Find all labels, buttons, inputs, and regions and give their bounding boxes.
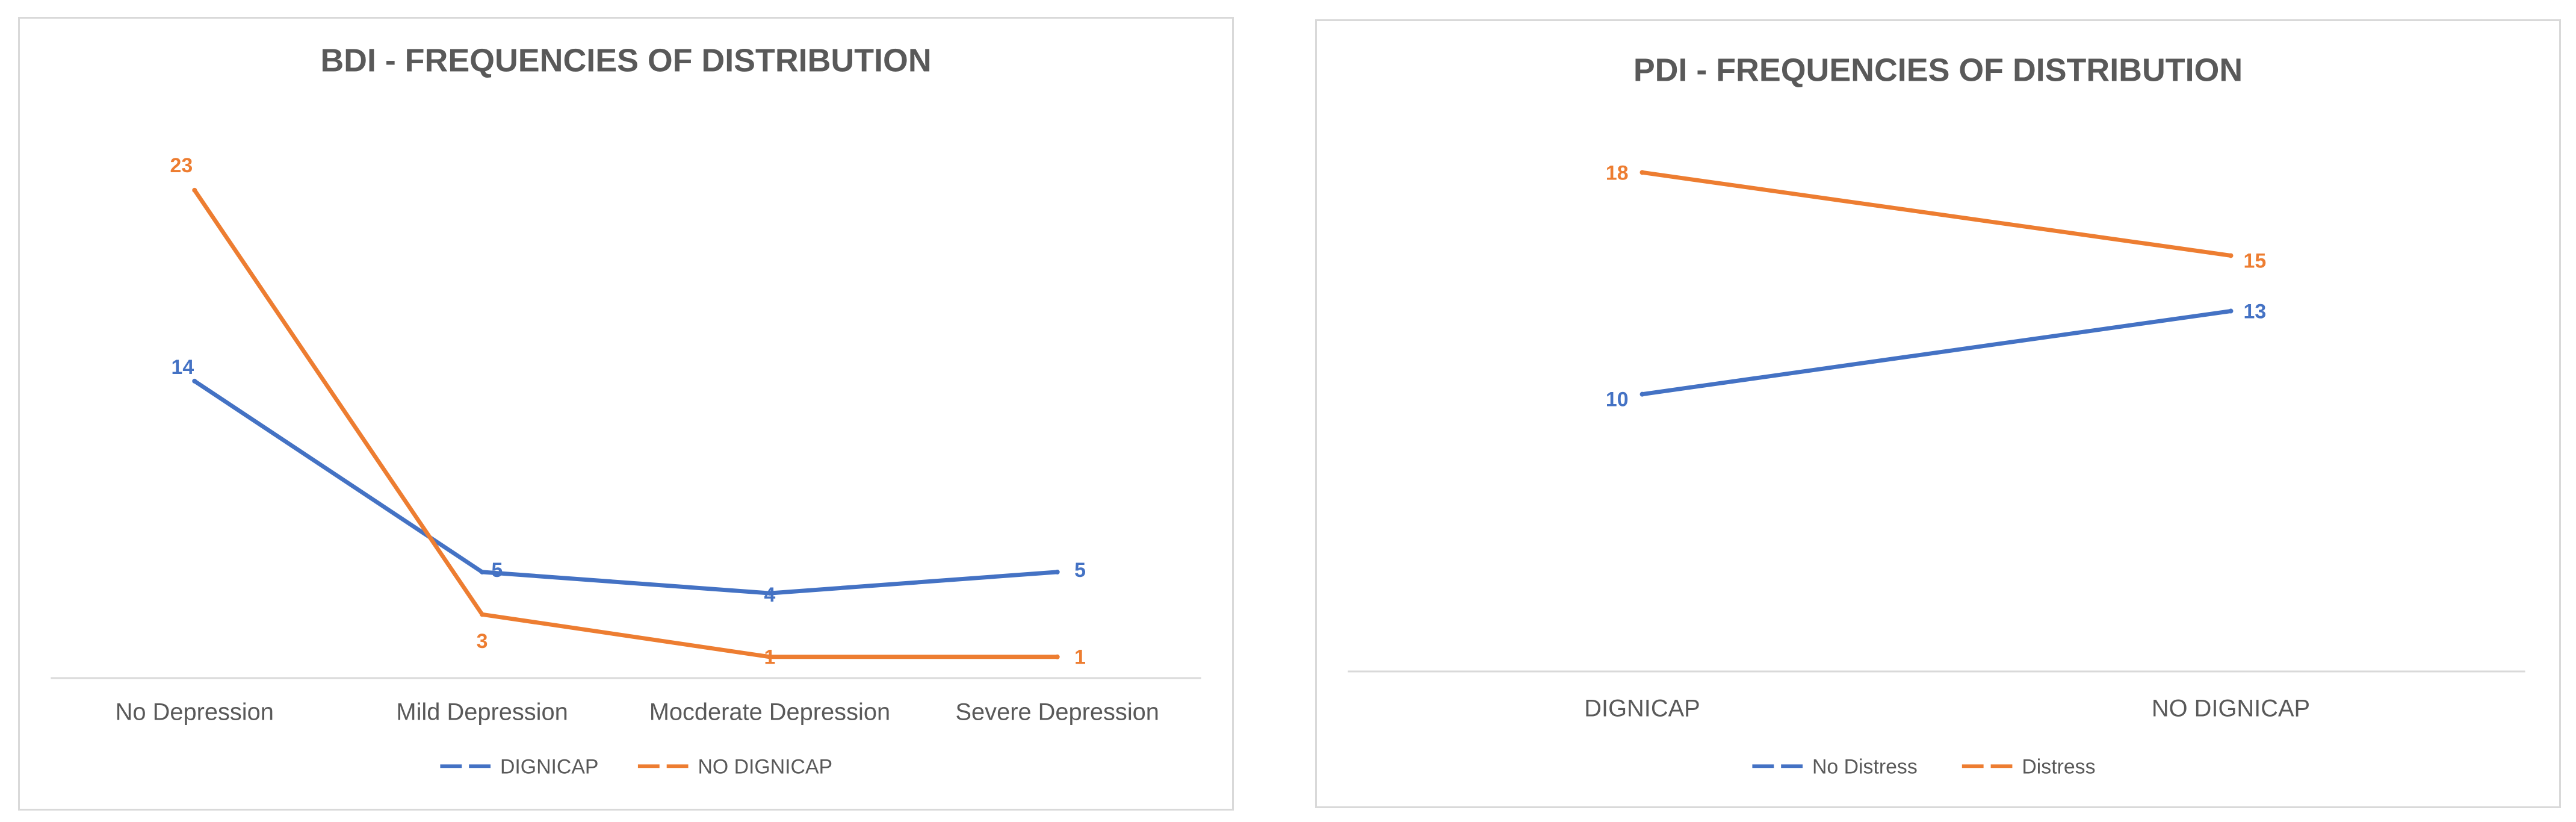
data-point-distress-0 (1639, 170, 1645, 175)
legend-label-dignicap: DIGNICAP (500, 755, 599, 778)
series-line-distress (1640, 170, 2233, 258)
data-point-dignicap-1 (480, 569, 485, 574)
category-label-no-depression: No Depression (116, 699, 274, 726)
data-label-no-dignicap-3: 1 (1074, 646, 1086, 669)
data-label-distress-0: 18 (1606, 161, 1629, 184)
data-label-no-dignicap-0: 23 (170, 154, 193, 177)
category-label-dignicap: DIGNICAP (1584, 696, 1700, 722)
category-label-no-dignicap: NO DIGNICAP (2152, 696, 2310, 722)
chart-title: PDI - FREQUENCIES OF DISTRIBUTION (1633, 52, 2243, 89)
legend-label-no-dignicap: NO DIGNICAP (698, 755, 832, 778)
legend-label-no-distress: No Distress (1812, 755, 1918, 778)
data-label-dignicap-1: 5 (492, 559, 503, 582)
series-line-no-distress (1640, 309, 2233, 397)
data-point-no-dignicap-3 (1054, 654, 1060, 659)
category-label-mild-depression: Mild Depression (396, 699, 568, 726)
pdi-chart-svg: PDI - FREQUENCIES OF DISTRIBUTION DIGNICA… (1348, 52, 2525, 778)
bdi-chart: BDI - FREQUENCIES OF DISTRIBUTION No Depr… (18, 17, 1234, 811)
data-label-no-dignicap-2: 1 (764, 646, 775, 669)
data-label-dignicap-2: 4 (764, 584, 775, 606)
data-label-no-dignicap-1: 3 (477, 630, 488, 653)
data-point-dignicap-0 (192, 378, 197, 384)
category-label-severe-depression: Severe Depression (955, 699, 1159, 726)
category-label-mocderate-depression: Mocderate Depression (649, 699, 890, 726)
data-label-no-distress-1: 13 (2244, 300, 2267, 323)
data-point-dignicap-2 (767, 591, 772, 596)
data-point-no-distress-0 (1639, 391, 1645, 397)
data-label-no-distress-0: 10 (1606, 388, 1629, 411)
data-point-dignicap-3 (1054, 569, 1060, 574)
data-point-no-dignicap-0 (192, 187, 197, 193)
legend-label-distress: Distress (2022, 755, 2095, 778)
data-point-no-distress-1 (2228, 308, 2234, 314)
bdi-chart-svg: BDI - FREQUENCIES OF DISTRIBUTION No Depr… (51, 43, 1201, 778)
series-line-dignicap (192, 379, 1060, 596)
pdi-chart: PDI - FREQUENCIES OF DISTRIBUTION DIGNICA… (1315, 19, 2561, 808)
data-point-no-dignicap-2 (767, 654, 772, 659)
data-label-dignicap-3: 5 (1074, 559, 1086, 582)
data-label-distress-1: 15 (2244, 249, 2267, 272)
series-line-no-dignicap (192, 188, 1060, 659)
data-label-dignicap-0: 14 (172, 356, 194, 379)
data-point-no-dignicap-1 (480, 612, 485, 617)
chart-title: BDI - FREQUENCIES OF DISTRIBUTION (320, 43, 931, 79)
data-point-distress-1 (2228, 253, 2234, 258)
